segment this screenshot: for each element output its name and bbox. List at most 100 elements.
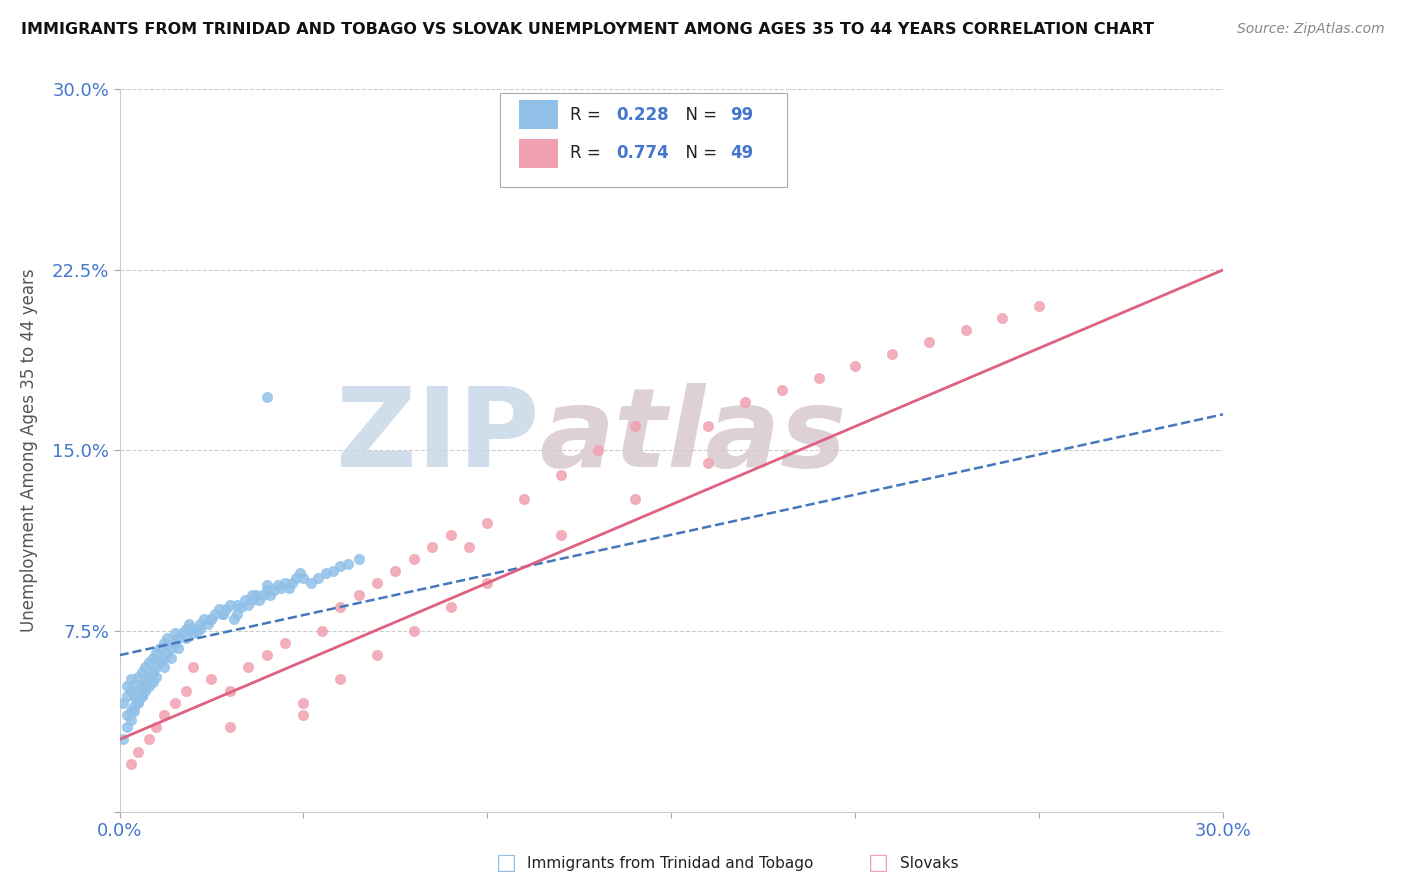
Point xyxy=(142,650,165,665)
Point xyxy=(477,576,499,591)
Point xyxy=(152,660,174,674)
Point xyxy=(238,598,260,612)
Point xyxy=(122,704,145,718)
Point xyxy=(252,588,274,602)
Point xyxy=(307,571,329,585)
Point xyxy=(991,310,1014,325)
Point xyxy=(115,708,138,723)
Point xyxy=(112,696,135,710)
Point xyxy=(315,566,337,581)
Point xyxy=(145,670,167,684)
Point xyxy=(311,624,333,639)
Point xyxy=(167,640,190,655)
Point xyxy=(163,626,186,640)
Point xyxy=(200,673,222,687)
Point xyxy=(174,622,197,636)
Point xyxy=(193,612,215,626)
Point xyxy=(179,616,201,631)
Point xyxy=(329,599,352,614)
Point xyxy=(120,756,142,771)
Point xyxy=(131,689,153,703)
Point xyxy=(120,673,142,687)
Point xyxy=(138,680,160,694)
Point xyxy=(336,557,359,571)
Point xyxy=(134,660,156,674)
Point xyxy=(292,571,315,585)
Point xyxy=(215,602,238,616)
Point xyxy=(211,607,233,622)
Point xyxy=(240,592,263,607)
Point xyxy=(770,384,793,398)
Point xyxy=(229,599,252,614)
Point xyxy=(149,640,172,655)
Point xyxy=(190,622,212,636)
Text: N =: N = xyxy=(675,145,723,162)
Point xyxy=(1028,299,1050,313)
Point xyxy=(322,564,344,578)
Point xyxy=(156,646,179,660)
Point xyxy=(402,624,425,639)
Point xyxy=(163,636,186,650)
Point xyxy=(263,583,285,598)
Point xyxy=(167,632,190,646)
Point xyxy=(142,674,165,689)
Point xyxy=(256,583,278,598)
Point xyxy=(138,656,160,670)
Point xyxy=(181,660,204,674)
Point xyxy=(149,656,172,670)
Point xyxy=(120,704,142,718)
Point xyxy=(270,581,292,595)
Point xyxy=(134,680,156,694)
Point xyxy=(181,626,204,640)
Point xyxy=(238,660,260,674)
Point xyxy=(697,455,720,469)
Point xyxy=(288,566,311,581)
Point xyxy=(955,323,977,337)
Point xyxy=(439,527,461,541)
Point xyxy=(256,648,278,662)
Point xyxy=(277,581,299,595)
Point xyxy=(115,689,138,703)
Text: 99: 99 xyxy=(730,106,754,124)
Point xyxy=(586,443,609,458)
Text: IMMIGRANTS FROM TRINIDAD AND TOBAGO VS SLOVAK UNEMPLOYMENT AMONG AGES 35 TO 44 Y: IMMIGRANTS FROM TRINIDAD AND TOBAGO VS S… xyxy=(21,22,1154,37)
Point xyxy=(329,673,352,687)
Point xyxy=(366,576,388,591)
Point xyxy=(259,588,281,602)
Point xyxy=(439,599,461,614)
Point xyxy=(186,624,208,639)
Text: R =: R = xyxy=(569,106,606,124)
Point xyxy=(513,491,536,506)
Text: N =: N = xyxy=(675,106,723,124)
Point xyxy=(115,680,138,694)
Point xyxy=(145,721,167,735)
Point xyxy=(208,602,231,616)
Y-axis label: Unemployment Among Ages 35 to 44 years: Unemployment Among Ages 35 to 44 years xyxy=(20,268,38,632)
FancyBboxPatch shape xyxy=(519,138,558,168)
Point xyxy=(152,708,174,723)
Point xyxy=(145,646,167,660)
Point xyxy=(211,607,233,622)
Point xyxy=(697,419,720,434)
Point xyxy=(152,636,174,650)
Point xyxy=(366,648,388,662)
Point xyxy=(219,598,242,612)
Point xyxy=(134,674,156,689)
Point xyxy=(550,467,572,482)
Point xyxy=(245,588,267,602)
Point xyxy=(134,684,156,698)
Point xyxy=(226,607,249,622)
Point xyxy=(131,689,153,703)
Text: atlas: atlas xyxy=(538,383,846,490)
Point xyxy=(550,527,572,541)
Point xyxy=(163,696,186,710)
Point xyxy=(170,626,193,640)
Point xyxy=(267,578,290,592)
FancyBboxPatch shape xyxy=(519,101,558,129)
Point xyxy=(127,670,149,684)
Point xyxy=(131,665,153,679)
Point xyxy=(127,744,149,758)
Point xyxy=(292,696,315,710)
Point xyxy=(329,559,352,574)
Text: Slovaks: Slovaks xyxy=(900,856,959,871)
